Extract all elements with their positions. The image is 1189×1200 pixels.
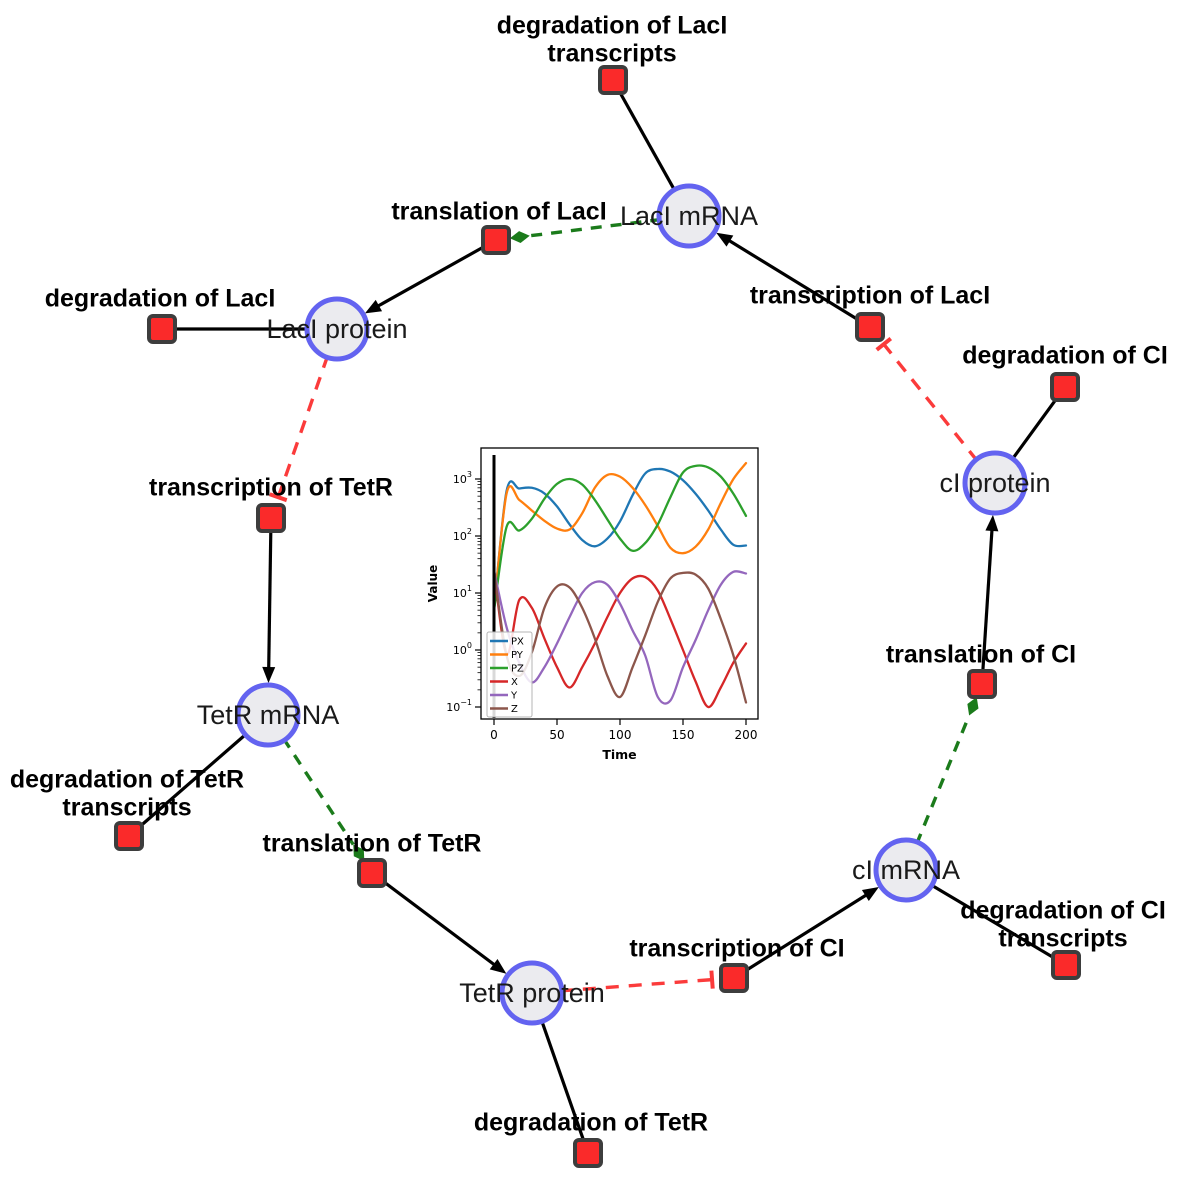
series-line-PX <box>492 467 748 612</box>
edge-transcription_cI--cI_mRNA <box>743 887 879 973</box>
edge-cI_mRNA--deg_cI_tx <box>929 882 1057 961</box>
diamond-arrowhead-icon <box>353 844 365 862</box>
chart-legend: PX PY PZ XYZ <box>486 631 533 718</box>
species-node-cI_protein[interactable] <box>962 450 1028 516</box>
reaction-node-translation_lacI[interactable] <box>481 225 511 255</box>
reaction-label-deg_lacI: degradation of LacI <box>45 285 276 313</box>
edge-translation_cI--cI_protein <box>981 514 999 673</box>
edge-translation_lacI--lacI_protein <box>364 244 487 314</box>
y-tick-label: 100 <box>453 641 472 657</box>
species-label-lacI_mRNA: LacI mRNA <box>620 201 758 231</box>
species-node-tetR_protein[interactable] <box>499 960 565 1026</box>
species-node-cI_mRNA[interactable] <box>873 837 939 903</box>
labels-layer: degradation of LacItranscriptstranslatio… <box>10 12 1168 1137</box>
series-line-X <box>492 569 748 709</box>
inhibition-tee-icon <box>875 336 893 352</box>
inhibition-tee-icon <box>709 970 715 989</box>
arrowhead-icon <box>364 299 383 314</box>
x-tick-label: 150 <box>672 728 695 742</box>
series-line-Z <box>492 569 748 704</box>
reaction-label-transcription_tetR: transcription of TetR <box>149 474 393 502</box>
reaction-node-transcription_tetR[interactable] <box>256 503 286 533</box>
reaction-label-deg_lacI_tx-line2: transcripts <box>547 40 676 68</box>
legend-label-PZ: PZ <box>511 664 524 675</box>
x-tick-label: 100 <box>609 728 632 742</box>
edge-translation_tetR--tetR_protein <box>380 878 507 974</box>
edge-cI_protein--transcription_lacI <box>875 336 979 463</box>
species-label-tetR_protein: TetR protein <box>459 978 605 1008</box>
reaction-label-deg_cI_tx: degradation of CI <box>960 897 1166 925</box>
legend-label-Z: Z <box>511 704 518 715</box>
edge-transcription_lacI--lacI_mRNA <box>716 232 861 323</box>
y-tick-label: 102 <box>453 527 472 543</box>
reaction-node-deg_lacI[interactable] <box>147 314 177 344</box>
edge-tetR_protein--transcription_cI <box>559 970 715 993</box>
legend-label-PX: PX <box>511 637 524 648</box>
edge-cI_protein--deg_cI <box>1010 395 1060 462</box>
reaction-node-deg_cI[interactable] <box>1050 372 1080 402</box>
legend-label-PY: PY <box>511 650 524 661</box>
edge-transcription_tetR--tetR_mRNA <box>262 529 276 684</box>
edge-cI_mRNA--translation_cI <box>915 696 979 845</box>
reaction-label-deg_tetR_tx: degradation of TetR <box>10 766 244 794</box>
reaction-node-deg_cI_tx[interactable] <box>1051 950 1081 980</box>
x-axis-title: Time <box>602 747 636 762</box>
reaction-node-deg_tetR_tx[interactable] <box>114 821 144 851</box>
arrowhead-icon <box>985 514 999 532</box>
nodes-layer <box>114 65 1081 1168</box>
inhibition-tee-icon <box>269 492 288 503</box>
reaction-label-deg_cI: degradation of CI <box>962 342 1168 370</box>
x-tick-label: 50 <box>549 728 564 742</box>
edge-lacI_mRNA--deg_lacI_tx <box>617 89 677 193</box>
legend-label-Y: Y <box>510 691 518 702</box>
reaction-label-translation_tetR: translation of TetR <box>263 830 482 858</box>
series-line-Y <box>492 569 748 705</box>
species-node-tetR_mRNA[interactable] <box>235 682 301 748</box>
diamond-arrowhead-icon <box>967 696 979 716</box>
reaction-label-transcription_lacI: transcription of LacI <box>750 282 990 310</box>
reaction-node-transcription_lacI[interactable] <box>855 312 885 342</box>
diamond-arrowhead-icon <box>509 231 530 243</box>
arrowhead-icon <box>262 666 276 684</box>
reaction-node-translation_tetR[interactable] <box>357 858 387 888</box>
arrowhead-icon <box>489 959 507 974</box>
legend-label-X: X <box>511 677 518 688</box>
arrowhead-icon <box>716 232 734 247</box>
x-tick-label: 200 <box>735 728 758 742</box>
reaction-label-deg_tetR_tx-line2: transcripts <box>62 794 191 822</box>
x-tick-label: 0 <box>490 728 498 742</box>
y-axis-title: Value <box>426 565 440 603</box>
arrowhead-icon <box>861 887 879 902</box>
reaction-label-deg_cI_tx-line2: transcripts <box>998 925 1127 953</box>
species-label-tetR_mRNA: TetR mRNA <box>197 700 340 730</box>
species-label-cI_protein: cI protein <box>939 468 1050 498</box>
reaction-node-deg_lacI_tx[interactable] <box>598 65 628 95</box>
reaction-node-translation_cI[interactable] <box>967 669 997 699</box>
reaction-label-deg_lacI_tx: degradation of LacI <box>497 12 728 40</box>
edge-lacI_protein--transcription_tetR <box>269 354 330 503</box>
edge-tetR_mRNA--deg_tetR_tx <box>137 732 248 830</box>
reaction-label-translation_cI: translation of CI <box>886 641 1076 669</box>
y-tick-label: 101 <box>453 584 472 600</box>
species-node-lacI_mRNA[interactable] <box>656 183 722 249</box>
series-line-PY <box>492 461 748 612</box>
species-node-lacI_protein[interactable] <box>304 296 370 362</box>
reaction-label-deg_tetR: degradation of TetR <box>474 1109 708 1137</box>
reaction-label-transcription_cI: transcription of CI <box>629 935 844 963</box>
reaction-node-deg_tetR[interactable] <box>573 1138 603 1168</box>
species-label-cI_mRNA: cI mRNA <box>852 855 960 885</box>
series-line-PZ <box>492 464 748 612</box>
reaction-label-translation_lacI: translation of LacI <box>391 198 606 226</box>
edges-layer <box>137 89 1060 1143</box>
edge-tetR_protein--deg_tetR <box>539 1018 586 1143</box>
y-tick-label: 10−1 <box>446 698 472 714</box>
reaction-node-transcription_cI[interactable] <box>719 963 749 993</box>
species-label-lacI_protein: LacI protein <box>266 314 407 344</box>
y-tick-label: 103 <box>453 470 472 486</box>
edge-lacI_mRNA--translation_lacI <box>509 217 662 243</box>
edge-tetR_mRNA--translation_tetR <box>281 737 365 862</box>
